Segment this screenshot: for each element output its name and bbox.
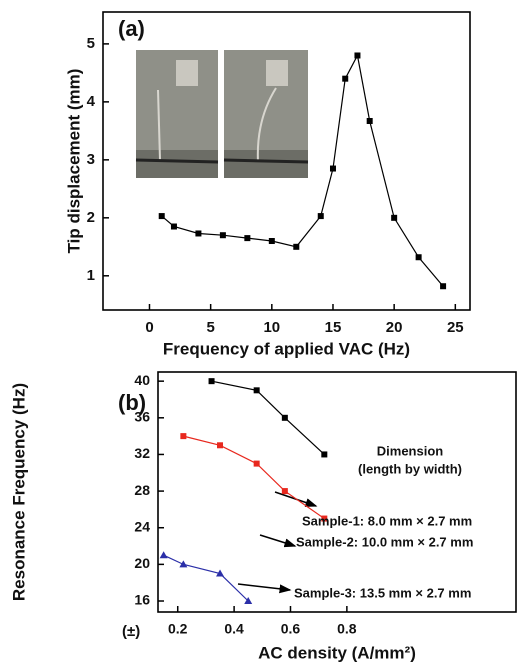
plot-frame (102, 11, 471, 311)
x-tick-label: 15 (325, 319, 342, 336)
marker (366, 117, 373, 124)
marker (329, 165, 336, 172)
y-tick-label: 28 (134, 482, 150, 498)
marker (293, 243, 300, 250)
marker (391, 214, 398, 221)
marker (244, 235, 251, 242)
marker (180, 433, 187, 440)
marker (354, 52, 361, 59)
series-line (211, 380, 325, 455)
y-tick-label: 4 (87, 93, 96, 110)
y-tick-label: 24 (134, 518, 150, 534)
y-tick-label: 3 (87, 151, 95, 168)
marker (195, 230, 202, 237)
x-tick-label: 25 (447, 319, 464, 336)
marker (216, 569, 225, 577)
photo-floor (136, 150, 218, 178)
x-prefix: (±) (122, 623, 140, 640)
x-tick-label: 0.4 (224, 621, 244, 637)
x-tick-label: 20 (386, 319, 403, 336)
marker (415, 254, 422, 261)
x-tick-label: 5 (206, 319, 214, 336)
y-tick-label: 40 (134, 372, 150, 388)
marker (281, 414, 288, 421)
arrow (237, 583, 292, 594)
y-tick-label: 5 (87, 35, 95, 52)
plot-frame (157, 371, 517, 613)
panel-label: (b) (118, 390, 146, 415)
series-line (163, 554, 249, 602)
marker (253, 460, 260, 467)
marker (253, 387, 260, 394)
photo-floor (224, 150, 308, 178)
x-tick-label: 0 (145, 319, 153, 336)
y-tick-label: 1 (87, 267, 95, 284)
marker (321, 515, 328, 522)
x-axis-title: Frequency of applied VAC (Hz) (163, 339, 410, 358)
y-tick-label: 32 (134, 445, 150, 461)
photo-beam (256, 87, 277, 163)
marker (268, 238, 275, 245)
photo-beam (157, 89, 161, 161)
marker (321, 451, 328, 458)
marker (440, 283, 447, 290)
series-line (183, 435, 325, 520)
marker (342, 75, 349, 82)
marker (317, 213, 324, 220)
y-axis-title: Tip displacement (mm) (64, 69, 83, 254)
marker (244, 597, 253, 605)
annotation: Sample-2: 10.0 mm × 2.7 mm (296, 534, 473, 549)
x-tick-label: 0.2 (168, 621, 188, 637)
photo-clamp (266, 60, 288, 86)
panel-label: (a) (118, 16, 145, 41)
annotation: Sample-1: 8.0 mm × 2.7 mm (302, 513, 472, 528)
inset-photos (135, 50, 309, 178)
photo-clamp (176, 60, 198, 86)
annotation: Dimension (377, 443, 444, 458)
y-tick-label: 36 (134, 409, 150, 425)
x-tick-label: 0.6 (281, 621, 301, 637)
y-tick-label: 20 (134, 555, 150, 571)
marker (179, 560, 188, 568)
y-tick-label: 2 (87, 209, 95, 226)
marker (159, 551, 168, 559)
y-axis-title: Resonance Frequency (Hz) (9, 383, 28, 601)
y-tick-label: 16 (134, 592, 150, 608)
annotation: Sample-3: 13.5 mm × 2.7 mm (294, 585, 471, 600)
x-tick-label: 10 (263, 319, 280, 336)
annotation: (length by width) (358, 461, 462, 476)
marker (170, 223, 177, 230)
x-axis-title: AC density (A/mm²) (258, 643, 416, 662)
marker (208, 378, 215, 385)
x-tick-label: 0.8 (337, 621, 357, 637)
photo-line (223, 158, 309, 164)
marker (219, 232, 226, 239)
marker (158, 213, 165, 220)
arrow (259, 534, 297, 548)
marker (281, 488, 288, 495)
photo-line (135, 158, 219, 164)
marker (217, 442, 224, 449)
